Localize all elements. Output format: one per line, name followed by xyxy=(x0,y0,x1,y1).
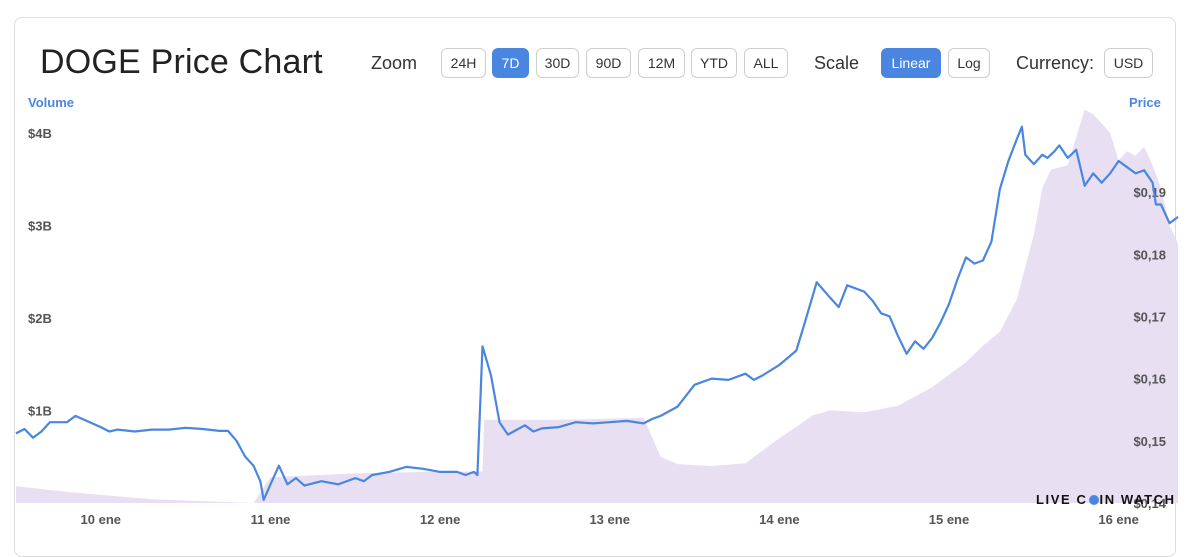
price-tick-label: $0,18 xyxy=(1133,247,1166,262)
volume-tick-label: $2B xyxy=(28,311,52,326)
currency-label: Currency: xyxy=(1016,53,1095,73)
volume-area xyxy=(16,109,1178,503)
zoom-90d-button[interactable]: 90D xyxy=(586,48,631,78)
livecoinwatch-logo: LIVE C IN WATCH xyxy=(1036,492,1176,507)
zoom-24h-button[interactable]: 24H xyxy=(441,48,486,78)
volume-tick-label: $3B xyxy=(28,218,52,233)
zoom-ytd-button[interactable]: YTD xyxy=(691,48,737,78)
price-tick-label: $0,19 xyxy=(1133,185,1166,200)
price-line xyxy=(15,125,1179,501)
price-volume-chart[interactable]: $1B $2B $3B $4B $0,14 $0,15 $0,16 $0,17 $0,18 $0… xyxy=(0,0,1199,545)
date-tick-label: 16 ene xyxy=(1098,512,1138,527)
scale-label: Scale xyxy=(814,53,860,73)
date-tick-label: 14 ene xyxy=(759,512,799,527)
zoom-7d-button[interactable]: 7D xyxy=(492,48,529,78)
date-tick-label: 11 ene xyxy=(251,512,291,527)
price-axis-title: Price xyxy=(1129,95,1161,110)
zoom-all-button[interactable]: ALL xyxy=(744,48,788,78)
volume-tick-label: $1B xyxy=(28,403,52,418)
date-tick-label: 13 ene xyxy=(589,512,629,527)
scale-linear-button[interactable]: Linear xyxy=(881,48,941,78)
price-tick-label: $0,16 xyxy=(1133,372,1166,387)
page-title: DOGE Price Chart xyxy=(40,43,323,81)
zoom-12m-button[interactable]: 12M xyxy=(638,48,685,78)
price-tick-label: $0,15 xyxy=(1133,434,1166,449)
volume-tick-label: $4B xyxy=(28,126,52,141)
logo-dot-icon xyxy=(1088,495,1099,505)
price-tick-label: $0,14 xyxy=(1133,496,1166,511)
zoom-label: Zoom xyxy=(371,53,418,73)
volume-axis-title: Volume xyxy=(28,95,74,110)
price-tick-label: $0,17 xyxy=(1133,309,1166,324)
date-tick-label: 12 ene xyxy=(420,512,460,527)
date-tick-label: 15 ene xyxy=(929,512,969,527)
date-tick-label: 10 ene xyxy=(81,512,121,527)
scale-log-button[interactable]: Log xyxy=(948,48,990,78)
currency-select[interactable]: USD xyxy=(1104,48,1153,78)
zoom-30d-button[interactable]: 30D xyxy=(536,48,579,78)
